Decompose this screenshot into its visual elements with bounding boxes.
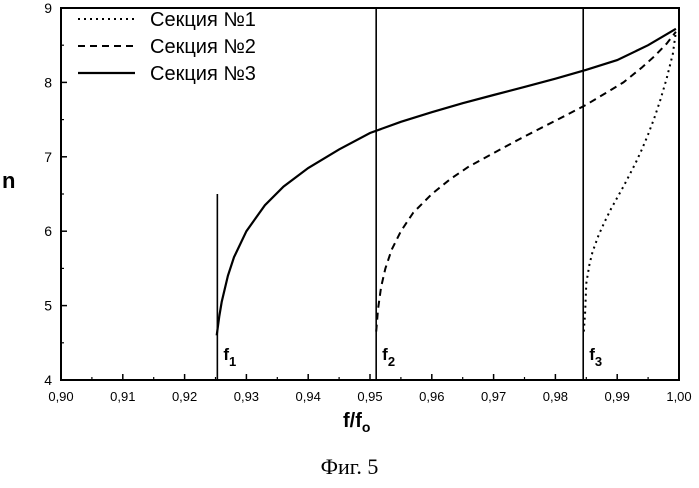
legend-label-3: Секция №3 (150, 63, 256, 85)
x-tick-label: 0,90 (48, 389, 73, 404)
y-axis-label: n (2, 168, 15, 194)
y-tick-label: 6 (44, 223, 52, 239)
x-tick-label: 0,96 (419, 389, 444, 404)
y-tick-label: 4 (44, 372, 52, 388)
y-tick-label: 5 (44, 298, 52, 314)
y-tick-label: 7 (44, 149, 52, 165)
series-line-2 (376, 32, 676, 332)
x-tick-label: 0,98 (543, 389, 568, 404)
x-axis-label: f/fo (343, 410, 370, 435)
x-tick-label: 0,91 (110, 389, 135, 404)
x-axis-label-sub: o (362, 419, 371, 435)
x-axis-label-main: f/f (343, 410, 362, 432)
marker-label-f3: f3 (589, 345, 602, 369)
legend-label-2: Секция №2 (150, 36, 256, 58)
marker-label-f1: f1 (223, 345, 236, 369)
x-tick-label: 0,99 (605, 389, 630, 404)
x-tick-label: 0,92 (172, 389, 197, 404)
x-tick-label: 1,00 (666, 389, 691, 404)
x-tick-label: 0,94 (296, 389, 321, 404)
y-tick-label: 8 (44, 74, 52, 90)
x-tick-label: 0,97 (481, 389, 506, 404)
y-tick-label: 9 (44, 0, 52, 16)
figure-caption: Фиг. 5 (0, 454, 699, 480)
x-tick-label: 0,95 (357, 389, 382, 404)
legend-label-1: Секция №1 (150, 9, 256, 31)
series-line-1 (584, 32, 676, 332)
x-tick-label: 0,93 (234, 389, 259, 404)
marker-label-f2: f2 (382, 345, 395, 369)
